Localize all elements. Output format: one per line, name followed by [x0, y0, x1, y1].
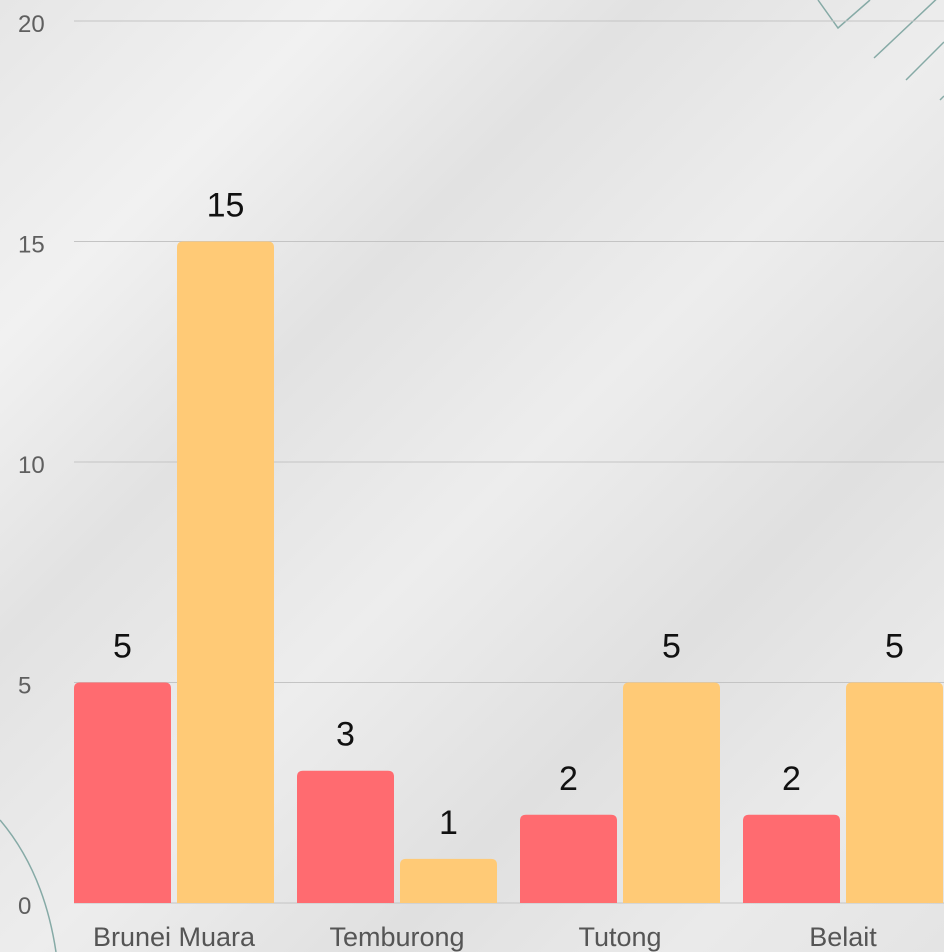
decorative-line-diagonal-2: [905, 41, 944, 81]
x-tick-label: Temburong: [329, 922, 464, 952]
decorative-line-diagonal-1: [873, 0, 937, 59]
bars: [74, 241, 943, 903]
bar: [623, 682, 720, 903]
decorative-line-top: [817, 0, 871, 30]
y-tick-label: 0: [18, 893, 31, 920]
x-axis: Brunei Muara Temburong Tutong Belait: [93, 922, 877, 952]
bar: [177, 241, 274, 903]
y-tick-label: 10: [18, 452, 45, 479]
data-label: 5: [885, 628, 904, 666]
data-label: 5: [662, 628, 681, 666]
data-label: 2: [782, 760, 801, 798]
bar: [74, 682, 171, 903]
x-tick-label: Tutong: [578, 922, 661, 952]
data-label: 1: [439, 804, 458, 842]
bar: [400, 858, 497, 903]
y-tick-label: 15: [18, 232, 45, 259]
bar: [297, 770, 394, 903]
bar: [846, 682, 943, 903]
decorative-curve-bottom-left: [0, 819, 57, 952]
data-label: 15: [207, 187, 245, 225]
y-tick-label: 20: [18, 11, 45, 38]
data-labels: 5 15 3 1 2 5 2 5: [113, 187, 904, 842]
y-tick-label: 5: [18, 673, 31, 700]
x-tick-label: Brunei Muara: [93, 922, 256, 952]
x-tick-label: Belait: [809, 922, 877, 952]
data-label: 2: [559, 760, 578, 798]
data-label: 3: [336, 716, 355, 754]
bar: [520, 814, 617, 903]
data-label: 5: [113, 628, 132, 666]
decorative-line-diagonal-3: [939, 95, 944, 101]
y-axis: 0 5 10 15 20: [18, 11, 45, 920]
bar: [743, 814, 840, 903]
